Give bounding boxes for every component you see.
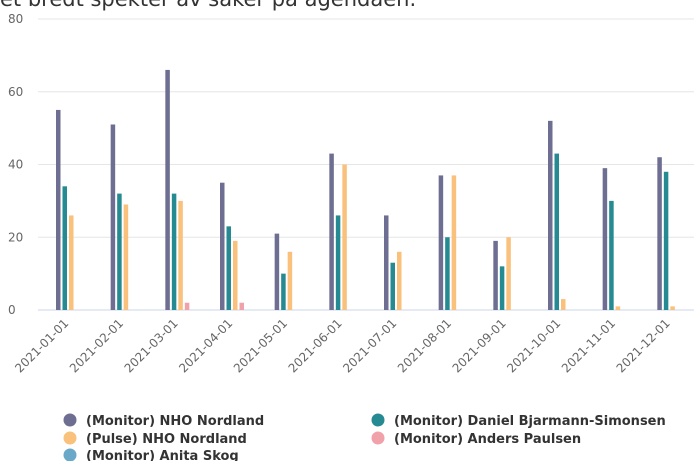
bar	[438, 175, 444, 310]
x-tick-label: 2021-04-01	[176, 316, 235, 375]
legend-label: (Monitor) NHO Nordland	[86, 414, 264, 429]
chart-title: et bredt spekter av saker på agendaen.	[0, 0, 416, 11]
bar	[287, 251, 293, 310]
bar	[493, 240, 498, 310]
bar	[499, 266, 505, 310]
legend-label: (Monitor) Daniel Bjarmann-Simonsen	[394, 414, 666, 429]
bar	[274, 233, 280, 310]
x-tick-label: 2021-11-01	[559, 316, 618, 375]
x-tick-label: 2021-02-01	[67, 316, 126, 375]
bar	[123, 204, 129, 310]
y-tick-label: 0	[8, 303, 16, 317]
x-tick-label: 2021-06-01	[286, 316, 345, 375]
legend-label: (Monitor) Anders Paulsen	[394, 432, 581, 447]
y-tick-label: 40	[8, 158, 23, 172]
bar	[609, 200, 614, 310]
bar	[506, 237, 511, 310]
y-tick-label: 60	[8, 85, 23, 99]
bar	[335, 215, 341, 310]
bar	[342, 164, 347, 310]
legend-marker	[371, 431, 385, 445]
bar	[62, 186, 67, 310]
bar	[226, 226, 231, 310]
bar	[233, 240, 238, 310]
bar	[451, 175, 457, 310]
bar	[184, 302, 190, 310]
bar	[384, 215, 389, 310]
bar	[390, 262, 395, 310]
bar	[281, 273, 286, 310]
bar	[445, 237, 450, 310]
bar	[178, 200, 183, 310]
x-tick-label: 2021-09-01	[450, 316, 509, 375]
x-tick-label: 2021-12-01	[614, 316, 673, 375]
x-tick-label: 2021-03-01	[122, 316, 181, 375]
bar	[329, 153, 334, 310]
y-tick-label: 20	[8, 230, 23, 244]
legend-label: (Pulse) NHO Nordland	[86, 432, 247, 447]
legend-marker	[63, 448, 77, 461]
legend-marker	[371, 413, 385, 427]
bar	[171, 193, 177, 310]
x-tick-label: 2021-08-01	[395, 316, 454, 375]
bar	[663, 171, 669, 310]
bar	[239, 302, 244, 310]
bar	[117, 193, 122, 310]
bar	[397, 251, 402, 310]
legend-marker	[63, 431, 77, 445]
bar	[56, 109, 61, 310]
legend-marker	[63, 413, 77, 427]
bar	[602, 168, 608, 310]
bar	[165, 69, 170, 310]
bar	[657, 157, 662, 310]
bar	[554, 153, 559, 310]
legend-label: (Monitor) Anita Skog	[86, 449, 239, 461]
x-tick-label: 2021-07-01	[340, 316, 399, 375]
x-tick-label: 2021-01-01	[12, 316, 71, 375]
bar	[615, 306, 621, 310]
bar	[548, 120, 553, 310]
y-tick-label: 80	[8, 12, 23, 26]
x-tick-label: 2021-10-01	[504, 316, 563, 375]
x-tick-label: 2021-05-01	[231, 316, 290, 375]
bar	[69, 215, 74, 310]
bar	[670, 306, 675, 310]
bar	[220, 182, 225, 310]
bar	[110, 124, 116, 310]
bar	[561, 299, 566, 310]
